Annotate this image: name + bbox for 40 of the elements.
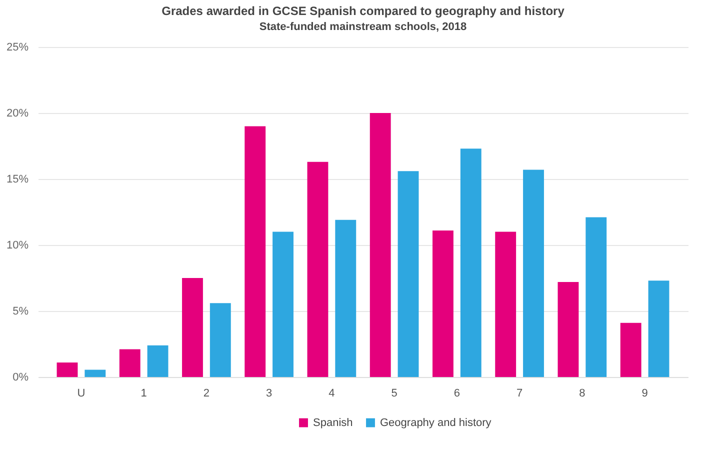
legend-label: Spanish [313,416,353,429]
bar [307,162,328,377]
y-tick-label: 20% [6,108,29,120]
bar [272,232,294,377]
chart-title: Grades awarded in GCSE Spanish compared to geography and history [162,4,565,18]
bar [523,170,544,377]
bar [648,280,670,377]
bar [335,220,356,377]
chart-subtitle: State-funded mainstream schools, 2018 [259,21,467,33]
bar [84,370,106,377]
bar [119,349,140,377]
y-tick-label: 25% [6,42,29,54]
x-tick-label: 5 [391,388,398,400]
bar [620,322,642,377]
x-tick-label: 4 [328,388,335,400]
x-tick-label: 2 [203,388,210,400]
y-tick-label: 15% [6,174,29,186]
x-tick-label: 6 [454,388,460,400]
bar [370,113,391,377]
x-tick-label: 8 [579,388,586,400]
bar [182,278,203,377]
x-tick-label: 7 [516,388,523,400]
bar [210,303,231,377]
bar [147,345,168,377]
bar [495,232,516,377]
x-tick-label: U [77,388,86,400]
bar [460,148,482,377]
bar [586,217,607,377]
x-tick-label: 3 [266,388,272,400]
bar [56,362,78,377]
legend-label: Geography and history [380,416,492,429]
bar [398,171,419,377]
bar [558,282,579,377]
x-tick-label: 9 [642,388,648,400]
y-tick-label: 5% [12,306,29,318]
y-tick-label: 10% [6,240,29,252]
bar [244,126,266,377]
bar [432,230,454,377]
x-tick-label: 1 [140,388,147,400]
y-tick-label: 0% [12,372,29,384]
